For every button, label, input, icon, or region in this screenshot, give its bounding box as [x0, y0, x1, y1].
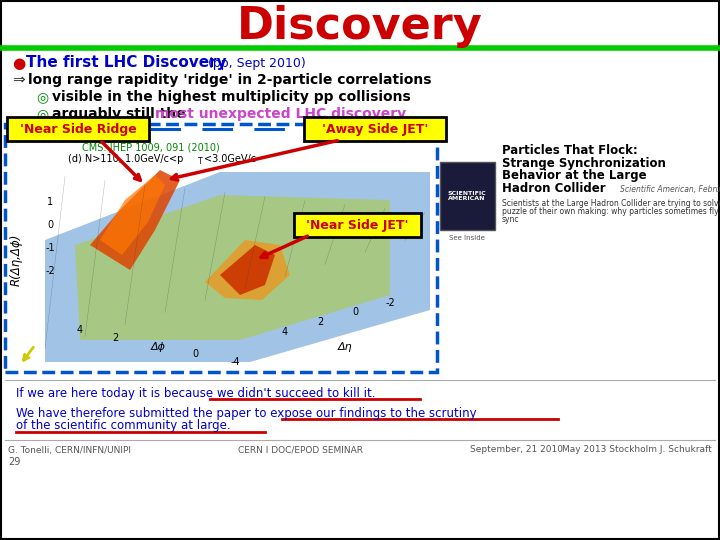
Polygon shape [100, 175, 165, 255]
Text: -2: -2 [45, 266, 55, 276]
Text: We have therefore submitted the paper to expose our findings to the scrutiny: We have therefore submitted the paper to… [16, 407, 477, 420]
Text: CMS: JHEP 1009, 091 (2010): CMS: JHEP 1009, 091 (2010) [82, 143, 220, 153]
Text: 2: 2 [112, 333, 118, 343]
Text: If we are here today it is because we didn't succeed to kill it.: If we are here today it is because we di… [16, 387, 376, 400]
Text: Δϕ: Δϕ [150, 342, 166, 352]
Text: The first LHC Discovery: The first LHC Discovery [26, 56, 227, 71]
Text: 'Away Side JET': 'Away Side JET' [322, 123, 428, 136]
Text: T: T [198, 158, 202, 166]
Text: ◎: ◎ [36, 90, 48, 104]
Text: 29: 29 [8, 457, 20, 467]
Text: SCIENTIFIC
AMERICAN: SCIENTIFIC AMERICAN [448, 191, 487, 201]
Text: 2: 2 [317, 317, 323, 327]
Text: ●: ● [12, 56, 25, 71]
Text: G. Tonelli, CERN/INFN/UNIPI: G. Tonelli, CERN/INFN/UNIPI [8, 446, 131, 455]
Text: -1: -1 [45, 243, 55, 253]
Text: visible in the highest multiplicity pp collisions: visible in the highest multiplicity pp c… [52, 90, 410, 104]
Polygon shape [90, 170, 180, 270]
FancyBboxPatch shape [294, 213, 421, 237]
Text: Discovery: Discovery [237, 5, 483, 49]
Text: 4: 4 [77, 325, 83, 335]
Text: of the scientific community at large.: of the scientific community at large. [16, 420, 230, 433]
Text: 'Near Side Ridge: 'Near Side Ridge [19, 123, 136, 136]
Polygon shape [75, 195, 390, 340]
Text: 0: 0 [192, 349, 198, 359]
Text: 0: 0 [352, 307, 358, 317]
Text: (d) N>110, 1.0GeV/c<p: (d) N>110, 1.0GeV/c<p [68, 154, 184, 164]
Text: puzzle of their own making: why particles sometimes fly in: puzzle of their own making: why particle… [502, 207, 720, 217]
Text: 4: 4 [282, 327, 288, 337]
Text: -4: -4 [230, 357, 240, 367]
Text: See Inside: See Inside [449, 235, 485, 241]
Text: -2: -2 [385, 298, 395, 308]
Text: 'Near Side JET': 'Near Side JET' [306, 219, 408, 232]
Text: <3.0GeV/c: <3.0GeV/c [204, 154, 256, 164]
Text: September, 21 2010: September, 21 2010 [470, 446, 563, 455]
Text: (pp, Sept 2010): (pp, Sept 2010) [204, 57, 306, 70]
Text: 0: 0 [47, 220, 53, 230]
Text: R(Δη,Δϕ): R(Δη,Δϕ) [9, 234, 22, 286]
Text: Scientific American, February 2011: Scientific American, February 2011 [620, 185, 720, 193]
Text: CERN I DOC/EPOD SEMINAR: CERN I DOC/EPOD SEMINAR [238, 446, 362, 455]
Text: long range rapidity 'ridge' in 2-particle correlations: long range rapidity 'ridge' in 2-particl… [28, 73, 431, 87]
Polygon shape [205, 240, 290, 300]
Text: Hadron Collider: Hadron Collider [502, 183, 606, 195]
FancyBboxPatch shape [7, 117, 149, 141]
Bar [5, 124, 437, 372]
Text: sync: sync [502, 215, 520, 225]
Text: most unexpected LHC discovery: most unexpected LHC discovery [155, 107, 406, 121]
Text: ⇒: ⇒ [12, 72, 24, 87]
Polygon shape [45, 172, 430, 362]
Text: Scientists at the Large Hadron Collider are trying to solve a: Scientists at the Large Hadron Collider … [502, 199, 720, 208]
Polygon shape [220, 245, 275, 295]
Text: Δη: Δη [338, 342, 352, 352]
FancyBboxPatch shape [304, 117, 446, 141]
Bar [440, 162, 495, 230]
Text: arguably still the: arguably still the [52, 107, 191, 121]
Text: Particles That Flock:: Particles That Flock: [502, 144, 638, 157]
Text: Strange Synchronization: Strange Synchronization [502, 157, 666, 170]
Text: 1: 1 [47, 197, 53, 207]
Text: Behavior at the Large: Behavior at the Large [502, 170, 647, 183]
Text: May 2013 Stockholm J. Schukraft: May 2013 Stockholm J. Schukraft [562, 446, 712, 455]
Text: ◎: ◎ [36, 107, 48, 121]
